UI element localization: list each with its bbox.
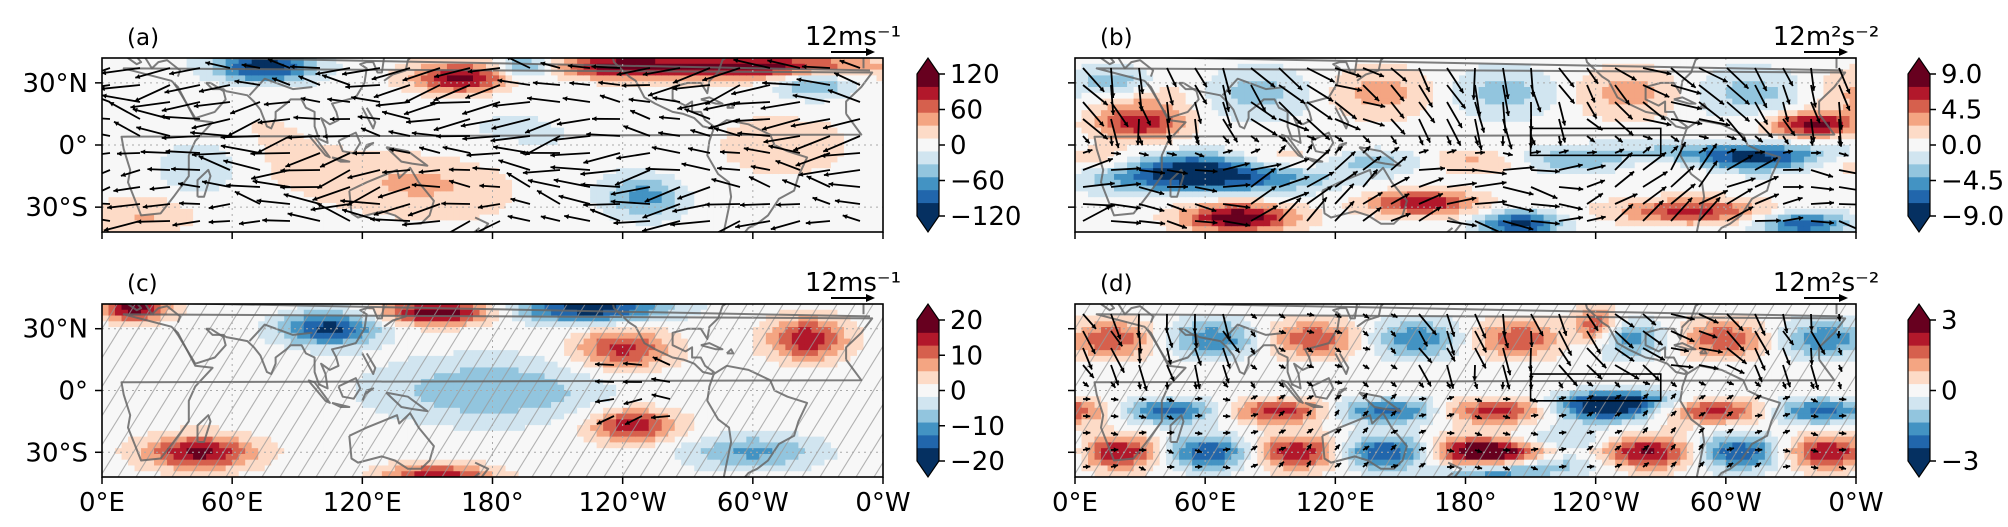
panel-c-x-tick-label: 120°W xyxy=(578,488,666,518)
panel-a-y-tick-label: 0° xyxy=(58,131,88,161)
panel-c-x-tick-label: 60°W xyxy=(717,488,789,518)
panel-c-colorbar-ticks: 20 10 0 −10 −20 xyxy=(939,306,1005,477)
panel-c: (c) 12ms⁻¹ 30°N 0° 30°S 0°E 60°E 120°E 1… xyxy=(22,268,1005,518)
panel-d-significance-hatching xyxy=(1075,304,1856,477)
panel-c-x-axis: 0°E 60°E 120°E 180° 120°W 60°W 0°W xyxy=(79,488,911,518)
panel-d-x-tick-label: 0°W xyxy=(1828,488,1883,518)
panel-d-y-tick-marks xyxy=(1068,327,1075,454)
panel-d-reference-arrow xyxy=(1804,294,1848,302)
panel-a-vector-scale-label: 12ms⁻¹ xyxy=(805,22,901,52)
panel-b-colorbar-tick-label: 4.5 xyxy=(1941,96,1982,126)
panel-a-colorbar-tick-label: 60 xyxy=(950,96,983,126)
panel-d-colorbar xyxy=(1907,302,1931,479)
panel-c-significance-hatching xyxy=(102,304,883,477)
panel-b-region-box xyxy=(1529,127,1662,157)
panel-c-colorbar-tick-label: −10 xyxy=(950,412,1005,442)
panel-a-colorbar-tick-label: 0 xyxy=(950,131,967,161)
panel-d-x-tick-label: 60°E xyxy=(1174,488,1237,518)
panel-d-vector-scale-label: 12m²s⁻² xyxy=(1773,268,1880,298)
panel-c-y-tick-label: 30°N xyxy=(22,315,88,345)
panel-d-label: (d) xyxy=(1100,271,1133,297)
panel-c-colorbar-tick-label: 0 xyxy=(950,377,967,407)
panel-c-shading xyxy=(102,304,883,477)
panel-b-colorbar-tick-label: −9.0 xyxy=(1941,202,2004,232)
panel-d-x-tick-label: 60°W xyxy=(1690,488,1762,518)
panel-d-colorbar-tick-label: −3 xyxy=(1941,447,1979,477)
panel-a-reference-arrow xyxy=(831,48,875,56)
panel-c-x-tick-label: 0°W xyxy=(855,488,910,518)
panel-b-colorbar xyxy=(1907,56,1931,234)
panel-a-y-tick-label: 30°S xyxy=(25,193,88,223)
panel-c-coastlines xyxy=(120,304,874,477)
panel-c-y-axis: 30°N 0° 30°S xyxy=(22,315,102,468)
panel-c-x-tick-label: 180° xyxy=(461,488,524,518)
panel-c-x-tick-marks xyxy=(101,477,884,484)
panel-b-vector-scale-label: 12m²s⁻² xyxy=(1773,22,1880,52)
panel-a-wind-vectors xyxy=(102,58,861,232)
panel-c-x-tick-label: 0°E xyxy=(79,488,125,518)
panel-d-x-tick-label: 120°W xyxy=(1551,488,1639,518)
panel-c-colorbar xyxy=(916,302,940,479)
panel-c-label: (c) xyxy=(127,271,158,297)
panel-c-wind-vectors xyxy=(594,356,671,426)
panel-a-colorbar-tick-label: 120 xyxy=(950,60,1000,90)
panel-d-gridlines xyxy=(1075,304,1856,477)
panel-a-colorbar-ticks: 120 60 0 −60 −120 xyxy=(939,60,1021,232)
panel-a-y-tick-label: 30°N xyxy=(22,69,88,99)
panel-b-colorbar-tick-label: −4.5 xyxy=(1941,167,2004,197)
panel-d-x-tick-label: 180° xyxy=(1434,488,1497,518)
panel-c-x-tick-label: 120°E xyxy=(323,488,402,518)
panel-b-flux-vectors xyxy=(1082,67,1856,232)
panel-b-colorbar-ticks: 9.0 4.5 0.0 −4.5 −9.0 xyxy=(1930,60,2004,232)
panel-b: (b) 12m²s⁻² 9.0 4.5 0.0 −4.5 −9.0 xyxy=(1068,22,2004,239)
panel-d-colorbar-tick-label: 0 xyxy=(1941,377,1958,407)
panel-d-colorbar-ticks: 3 0 −3 xyxy=(1930,306,1979,477)
panel-d-colorbar-tick-label: 3 xyxy=(1941,306,1958,336)
panel-c-reference-arrow xyxy=(831,294,875,302)
panel-b-label: (b) xyxy=(1100,25,1133,51)
panel-c-vector-scale-label: 12ms⁻¹ xyxy=(805,268,901,298)
panel-d-flux-vectors xyxy=(1082,312,1847,472)
panel-c-y-tick-label: 30°S xyxy=(25,438,88,468)
panel-c-y-tick-label: 0° xyxy=(58,377,88,407)
panel-b-reference-arrow xyxy=(1804,48,1848,56)
panel-a: (a) 12ms⁻¹ 30°N 0° 30°S 120 60 0 −60 −12… xyxy=(22,22,1021,239)
panel-a-colorbar-tick-label: −60 xyxy=(950,167,1005,197)
panel-c-colorbar-tick-label: 10 xyxy=(950,341,983,371)
panel-d-x-tick-marks xyxy=(1074,477,1857,484)
panel-b-x-tick-marks xyxy=(1074,232,1857,239)
panel-b-colorbar-tick-label: 9.0 xyxy=(1941,60,1982,90)
panel-a-label: (a) xyxy=(127,25,159,51)
panel-a-x-tick-marks xyxy=(101,232,884,239)
panel-c-x-tick-label: 60°E xyxy=(201,488,264,518)
panel-a-colorbar xyxy=(916,56,940,234)
panel-c-gridlines xyxy=(102,304,883,477)
panel-d-region-box xyxy=(1529,373,1662,402)
panel-b-y-tick-marks xyxy=(1068,82,1075,208)
panel-a-colorbar-tick-label: −120 xyxy=(950,202,1021,232)
panel-c-colorbar-tick-label: 20 xyxy=(950,306,983,336)
panel-b-colorbar-tick-label: 0.0 xyxy=(1941,131,1982,161)
panel-d-x-tick-label: 0°E xyxy=(1052,488,1098,518)
panel-d: (d) 12m²s⁻² 0°E 60°E 120°E 180° 120°W 60… xyxy=(1052,268,1979,518)
panel-a-y-axis: 30°N 0° 30°S xyxy=(22,69,102,223)
panel-d-x-tick-label: 120°E xyxy=(1296,488,1375,518)
panel-d-x-axis: 0°E 60°E 120°E 180° 120°W 60°W 0°W xyxy=(1052,488,1884,518)
panel-c-colorbar-tick-label: −20 xyxy=(950,447,1005,477)
